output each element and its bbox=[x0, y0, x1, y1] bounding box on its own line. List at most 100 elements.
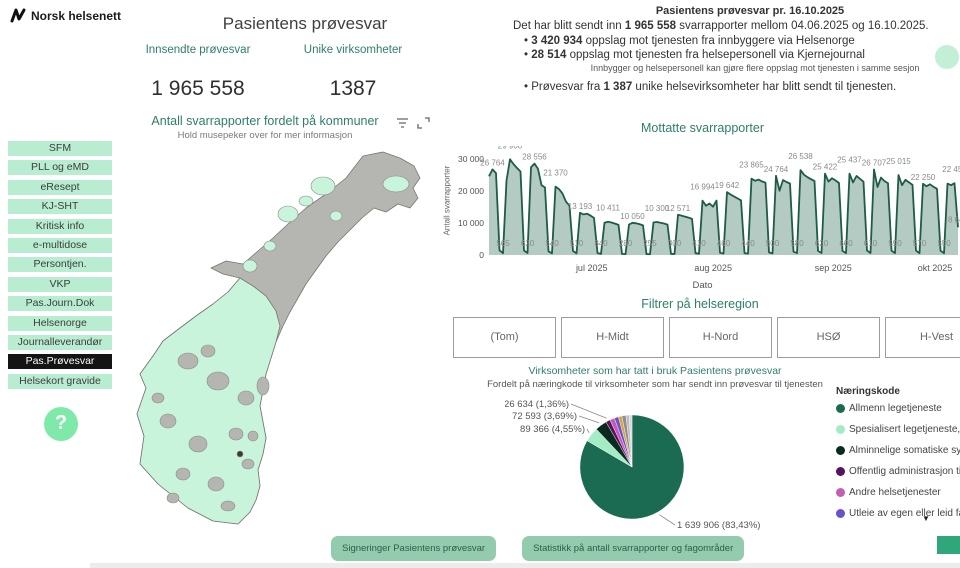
bottom-right-button[interactable] bbox=[937, 536, 960, 554]
svg-text:22 250: 22 250 bbox=[911, 173, 936, 182]
svg-text:22 450: 22 450 bbox=[942, 165, 960, 174]
legend-label: Alminnelige somatiske sykehus bbox=[849, 445, 960, 456]
summary-line: Det har blitt sendt inn 1 965 558 svarra… bbox=[513, 20, 929, 32]
nhn-logo-icon bbox=[10, 8, 26, 23]
footer-button-1[interactable]: Statistikk på antall svarrapporter og fa… bbox=[522, 536, 745, 561]
svg-text:89 366 (4,55%): 89 366 (4,55%) bbox=[520, 424, 585, 435]
summary-title: Pasientens prøvesvar pr. 16.10.2025 bbox=[655, 5, 845, 17]
svg-text:26 764: 26 764 bbox=[480, 158, 505, 167]
svg-text:20 000: 20 000 bbox=[458, 186, 484, 196]
svg-text:sep 2025: sep 2025 bbox=[815, 263, 852, 273]
help-button[interactable]: ? bbox=[44, 407, 78, 441]
svg-text:25 437: 25 437 bbox=[837, 156, 862, 165]
svg-text:26 707: 26 707 bbox=[862, 159, 887, 168]
map-subtitle: Hold musepeker over for mer informasjon bbox=[177, 130, 353, 141]
footer-buttons: Signeringer Pasientens prøvesvar Statisti… bbox=[331, 536, 745, 561]
filter-button-h-vest[interactable]: H-Vest bbox=[885, 317, 960, 358]
legend-item[interactable]: Utleie av egen eller leid fast eiendom bbox=[836, 508, 960, 519]
legend-label: Spesialisert legetjeneste, unntatt sykeh… bbox=[849, 424, 960, 435]
sidebar-item-vkp[interactable]: VKP bbox=[8, 276, 112, 292]
svg-text:26 634 (1,36%): 26 634 (1,36%) bbox=[505, 399, 569, 410]
sidebar-item-e-multidose[interactable]: e-multidose bbox=[8, 237, 112, 253]
norway-municipality-map[interactable] bbox=[128, 146, 428, 548]
svg-text:28 556: 28 556 bbox=[522, 153, 547, 162]
sidebar-item-kj-sht[interactable]: KJ-SHT bbox=[8, 199, 112, 215]
footer-button-0[interactable]: Signeringer Pasientens prøvesvar bbox=[331, 536, 497, 561]
expand-icon[interactable] bbox=[417, 117, 430, 129]
svg-text:12 571: 12 571 bbox=[666, 204, 691, 213]
page-title: Pasientens prøvesvar bbox=[222, 14, 388, 33]
summary-note: Innbygger og helsepersonell kan gjøre fl… bbox=[590, 63, 920, 73]
sidebar-item-pll-og-emd[interactable]: PLL og eMD bbox=[8, 160, 112, 176]
stat-value-innsendte: 1 965 558 bbox=[151, 77, 245, 100]
sidebar-item-persontjen-[interactable]: Persontjen. bbox=[8, 257, 112, 273]
svg-text:72 593 (3,69%): 72 593 (3,69%) bbox=[512, 411, 577, 422]
corner-circle-decoration bbox=[935, 45, 959, 69]
legend-label: Allmenn legetjeneste bbox=[849, 403, 942, 414]
sidebar-item-helsekort-gravide[interactable]: Helsekort gravide bbox=[8, 373, 112, 389]
filter-button-h-nord[interactable]: H-Nord bbox=[669, 317, 772, 358]
legend-color-dot bbox=[836, 446, 845, 455]
svg-text:460: 460 bbox=[717, 239, 731, 248]
filter-button-h-midt[interactable]: H-Midt bbox=[561, 317, 664, 358]
sidebar-item-eresept[interactable]: eResept bbox=[8, 179, 112, 195]
svg-text:580: 580 bbox=[790, 239, 804, 248]
legend-color-dot bbox=[836, 425, 845, 434]
svg-text:565: 565 bbox=[496, 239, 510, 248]
svg-text:10 050: 10 050 bbox=[620, 212, 645, 221]
svg-text:510: 510 bbox=[570, 239, 584, 248]
legend-label: Offentlig administrasjon tilknyttet hels… bbox=[849, 466, 960, 477]
svg-text:23 865: 23 865 bbox=[739, 161, 764, 170]
legend-item[interactable]: Allmenn legetjeneste bbox=[836, 403, 960, 414]
svg-text:jul 2025: jul 2025 bbox=[575, 263, 608, 273]
legend-item[interactable]: Alminnelige somatiske sykehus bbox=[836, 445, 960, 456]
svg-text:10 300: 10 300 bbox=[645, 204, 670, 213]
summary-bullet-helsenorge: 3 420 934 oppslag mot tjenesten fra innb… bbox=[524, 35, 855, 47]
map-title: Antall svarrapporter fordelt på kommuner bbox=[151, 114, 379, 128]
sidebar-item-pas-journ-dok[interactable]: Pas.Journ.Dok bbox=[8, 296, 112, 312]
legend-color-dot bbox=[836, 488, 845, 497]
svg-text:280: 280 bbox=[619, 239, 633, 248]
filter-row: (Tom) H-Midt H-Nord HSØ H-Vest bbox=[453, 317, 960, 358]
area-chart-xlabel: Dato bbox=[692, 280, 713, 291]
sidebar-item-pas-pr-vesvar[interactable]: Pas.Prøvesvar bbox=[8, 354, 112, 370]
legend-scroll-caret[interactable]: ▼ bbox=[922, 514, 930, 523]
svg-text:okt 2025: okt 2025 bbox=[918, 263, 953, 273]
svg-text:340: 340 bbox=[594, 239, 608, 248]
svg-text:13 193: 13 193 bbox=[568, 202, 593, 211]
svg-text:550: 550 bbox=[937, 239, 951, 248]
svg-text:25 422: 25 422 bbox=[813, 163, 838, 172]
svg-text:500: 500 bbox=[766, 239, 780, 248]
legend-color-dot bbox=[836, 404, 845, 413]
filter-button-hsø[interactable]: HSØ bbox=[777, 317, 880, 358]
filter-icon[interactable] bbox=[396, 117, 409, 129]
svg-text:590: 590 bbox=[888, 239, 902, 248]
area-chart[interactable]: 0 10 000 20 000 30 000 jul 2025 aug 2025 sep 2… bbox=[445, 146, 960, 278]
svg-text:29 900: 29 900 bbox=[498, 146, 523, 150]
sidebar: SFM PLL og eMD eResept KJ-SHT Kritisk info e-… bbox=[8, 141, 112, 393]
legend-title: Næringskode bbox=[836, 386, 900, 397]
svg-text:540: 540 bbox=[545, 239, 559, 248]
legend-color-dot bbox=[836, 467, 845, 476]
svg-text:1 639 906 (83,43%): 1 639 906 (83,43%) bbox=[677, 520, 760, 531]
sidebar-item-journalleverand-r[interactable]: Journalleverandør bbox=[8, 334, 112, 350]
legend-color-dot bbox=[836, 509, 845, 518]
svg-text:25 015: 25 015 bbox=[886, 157, 911, 166]
stat-label-innsendte: Innsendte prøvesvar bbox=[145, 44, 251, 56]
pie-chart[interactable]: 1 639 906 (83,43%) 89 366 (4,55%) 72 593 (… bbox=[505, 393, 840, 545]
svg-text:300: 300 bbox=[668, 239, 682, 248]
legend-item[interactable]: Andre helsetjenester bbox=[836, 487, 960, 498]
sidebar-item-sfm[interactable]: SFM bbox=[8, 141, 112, 156]
stat-value-unike: 1387 bbox=[329, 77, 377, 100]
filter-title: Filtrer på helseregion bbox=[641, 297, 759, 311]
svg-text:19 642: 19 642 bbox=[715, 181, 740, 190]
svg-text:570: 570 bbox=[913, 239, 927, 248]
svg-text:610: 610 bbox=[864, 239, 878, 248]
legend-item[interactable]: Spesialisert legetjeneste, unntatt sykeh… bbox=[836, 424, 960, 435]
legend-item[interactable]: Offentlig administrasjon tilknyttet hels… bbox=[836, 466, 960, 477]
filter-button--tom-[interactable]: (Tom) bbox=[453, 317, 556, 358]
sidebar-item-helsenorge[interactable]: Helsenorge bbox=[8, 315, 112, 331]
svg-text:600: 600 bbox=[839, 239, 853, 248]
sidebar-item-kritisk-info[interactable]: Kritisk info bbox=[8, 218, 112, 234]
